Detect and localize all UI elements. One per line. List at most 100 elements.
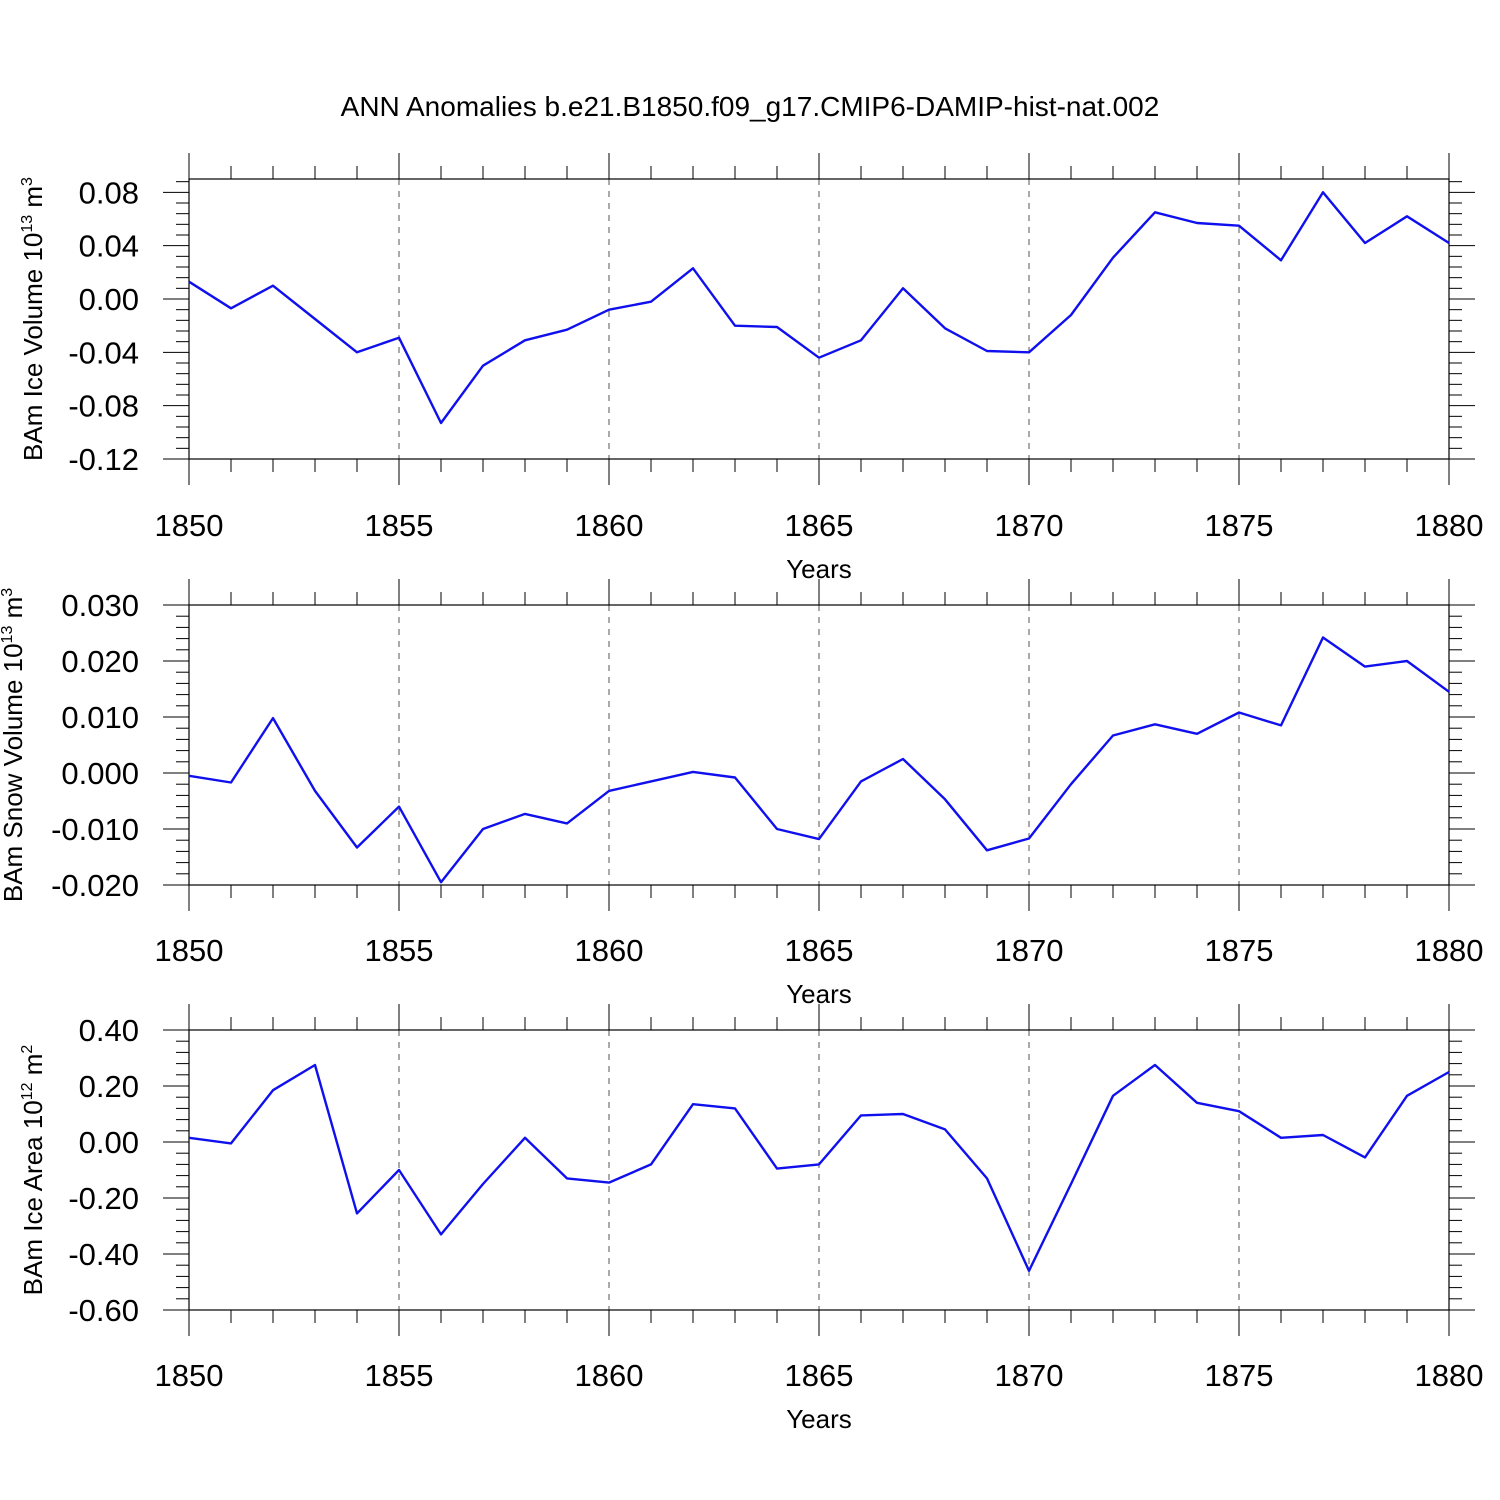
y-tick-label: -0.60 [68,1293,139,1328]
data-point [1154,1064,1156,1066]
data-point [692,1103,694,1105]
x-tick-label: 1850 [155,933,224,968]
data-point [860,780,862,782]
x-tick-label: 1870 [995,1358,1064,1393]
x-tick-label: 1865 [785,508,854,543]
x-tick-label: 1870 [995,933,1064,968]
data-point [188,281,190,283]
data-point [1280,1137,1282,1139]
figure-title: ANN Anomalies b.e21.B1850.f09_g17.CMIP6-… [341,91,1160,122]
data-point [734,325,736,327]
data-point [734,1107,736,1109]
x-tick-label: 1855 [365,1358,434,1393]
x-tick-label: 1855 [365,933,434,968]
data-point [860,339,862,341]
data-point [188,1137,190,1139]
data-point [1364,666,1366,668]
series-line-ice-area [188,1063,1450,1273]
data-point [272,717,274,719]
data-point [1112,734,1114,736]
data-point [650,1163,652,1165]
data-point [272,1089,274,1091]
y-tick-label: -0.20 [68,1181,139,1216]
data-point [314,318,316,320]
data-point [1028,838,1030,840]
data-point [566,822,568,824]
data-point [608,1182,610,1184]
x-tick-label: 1850 [155,508,224,543]
y-axis-title: BAm Ice Area 1012 m2 [18,1045,48,1296]
data-point [398,806,400,808]
x-tick-label: 1860 [575,508,644,543]
data-point [650,780,652,782]
panel-ice-volume: 0.08 0.04 0.00 -0.04 -0.08 -0.12 1850 1855 1860 1… [18,153,1483,584]
data-point [860,1114,862,1116]
data-point [188,775,190,777]
series-line-ice-volume [188,191,1450,425]
data-point [440,422,442,424]
data-point [1112,1095,1114,1097]
x-tick-label: 1880 [1415,1358,1484,1393]
data-point [1364,242,1366,244]
data-point [608,309,610,311]
data-point [524,813,526,815]
y-tick-label: 0.20 [79,1069,139,1104]
data-point [1364,1156,1366,1158]
data-point [230,307,232,309]
data-point [1322,1134,1324,1136]
y-tick-label: 0.000 [61,756,139,791]
data-point [986,350,988,352]
data-point [1238,1110,1240,1112]
data-point [1196,222,1198,224]
data-point [944,798,946,800]
data-point [482,828,484,830]
x-tick-label: 1865 [785,1358,854,1393]
data-point [230,1142,232,1144]
data-point [1280,259,1282,261]
data-point [986,1177,988,1179]
data-point [1154,211,1156,213]
data-point [1028,1270,1030,1272]
data-point [356,1212,358,1214]
data-point [944,327,946,329]
x-tick-label: 1865 [785,933,854,968]
data-point [1238,225,1240,227]
data-point [1448,1071,1450,1073]
data-point [1406,215,1408,217]
y-tick-label: 0.04 [79,229,139,264]
x-tick-label: 1875 [1205,1358,1274,1393]
data-point [1448,691,1450,693]
x-tick-label: 1875 [1205,933,1274,968]
x-tick-label: 1855 [365,508,434,543]
data-point [818,1163,820,1165]
y-tick-label: -0.010 [51,812,139,847]
data-point [314,790,316,792]
data-point [482,365,484,367]
data-point [902,287,904,289]
data-point [314,1064,316,1066]
data-point [1196,1102,1198,1104]
data-point [1280,724,1282,726]
data-point [230,782,232,784]
data-point [608,790,610,792]
data-point [818,357,820,359]
data-point [1406,1095,1408,1097]
y-tick-label: 0.00 [79,282,139,317]
data-point [776,1168,778,1170]
y-tick-label: 0.40 [79,1013,139,1048]
data-point [566,329,568,331]
y-tick-label: 0.030 [61,588,139,623]
y-tick-label: 0.010 [61,700,139,735]
y-axis-title: BAm Ice Volume 1013 m3 [18,177,48,461]
data-point [818,838,820,840]
data-point [1448,242,1450,244]
y-tick-label: 0.08 [79,175,139,210]
data-point [776,326,778,328]
data-point [944,1128,946,1130]
data-point [1406,660,1408,662]
x-axis-title: Years [786,1404,852,1434]
data-point [1070,783,1072,785]
y-tick-label: -0.12 [68,442,139,477]
data-point [1028,351,1030,353]
